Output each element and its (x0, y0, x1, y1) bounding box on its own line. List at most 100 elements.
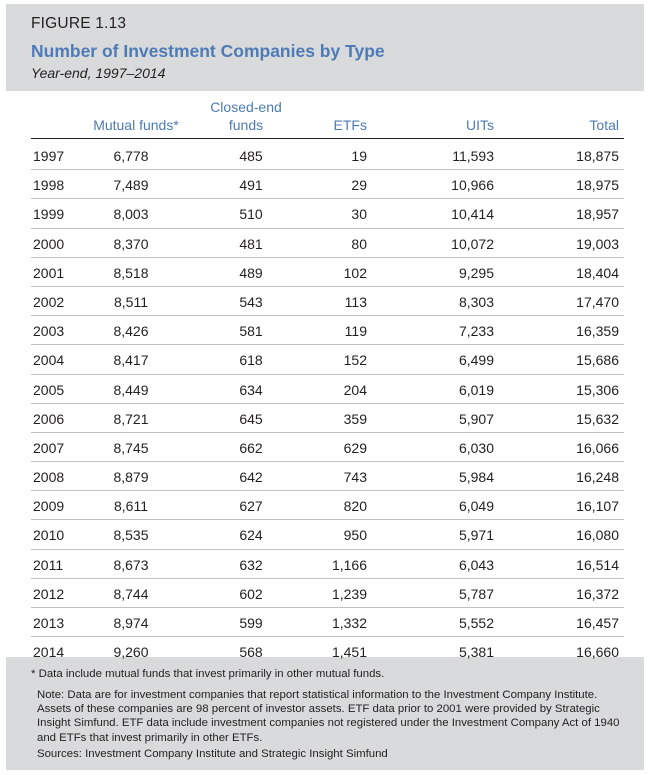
cell-uits: 9,295 (458, 264, 494, 281)
table-row: 2007 8,745 662 629 6,030 16,066 (31, 433, 624, 463)
cell-total: 16,514 (576, 556, 619, 573)
cell-total: 16,080 (576, 527, 619, 544)
cell-etfs: 1,166 (331, 556, 367, 573)
table-row: 2009 8,611 627 820 6,049 16,107 (31, 491, 624, 521)
cell-closed-end: 632 (239, 556, 263, 573)
cell-year: 2006 (33, 410, 65, 427)
table-row: 2010 8,535 624 950 5,971 16,080 (31, 520, 624, 550)
table-row: 1997 6,778 485 19 11,593 18,875 (31, 141, 624, 171)
cell-year: 2011 (33, 556, 64, 573)
cell-total: 19,003 (576, 235, 619, 252)
cell-total: 17,470 (576, 293, 619, 310)
table-row: 1999 8,003 510 30 10,414 18,957 (31, 199, 624, 229)
col-header-closed-end-line2: funds (228, 117, 264, 133)
cell-total: 16,066 (576, 439, 619, 456)
cell-uits: 8,303 (458, 293, 494, 310)
table-row: 2013 8,974 599 1,332 5,552 16,457 (31, 608, 624, 638)
cell-mutual-funds: 8,003 (113, 206, 149, 223)
cell-closed-end: 618 (239, 352, 263, 369)
cell-year: 2010 (33, 527, 65, 544)
cell-year: 2003 (33, 323, 65, 340)
table-row: 2012 8,744 602 1,239 5,787 16,372 (31, 579, 624, 608)
cell-mutual-funds: 8,518 (113, 264, 149, 281)
cell-etfs: 29 (351, 177, 367, 194)
cell-etfs: 743 (343, 469, 367, 486)
cell-uits: 10,966 (451, 177, 494, 194)
footnote-note: Note: Data are for investment companies … (37, 689, 620, 744)
cell-uits: 5,907 (458, 410, 494, 427)
cell-etfs: 204 (343, 381, 367, 398)
header-rule (31, 138, 624, 139)
cell-uits: 5,971 (458, 527, 494, 544)
table-row: 2000 8,370 481 80 10,072 19,003 (31, 229, 624, 258)
cell-total: 16,248 (576, 469, 619, 486)
cell-uits: 10,414 (451, 206, 494, 223)
cell-total: 16,107 (576, 498, 619, 515)
cell-year: 1998 (33, 177, 65, 194)
cell-year: 2012 (33, 585, 65, 602)
cell-uits: 5,381 (458, 644, 494, 661)
cell-etfs: 820 (343, 498, 367, 515)
cell-uits: 6,499 (458, 352, 494, 369)
cell-total: 18,875 (576, 148, 619, 164)
table-row: 2005 8,449 634 204 6,019 15,306 (31, 375, 624, 404)
cell-uits: 6,043 (458, 556, 494, 573)
cell-closed-end: 645 (239, 410, 263, 427)
cell-closed-end: 634 (239, 381, 263, 398)
table-row: 2011 8,673 632 1,166 6,043 16,514 (31, 550, 624, 579)
cell-closed-end: 602 (239, 585, 263, 602)
cell-closed-end: 599 (239, 615, 263, 631)
cell-mutual-funds: 8,744 (113, 585, 149, 602)
cell-uits: 6,030 (458, 439, 494, 456)
cell-mutual-funds: 8,511 (114, 293, 148, 310)
cell-etfs: 102 (343, 264, 367, 281)
cell-closed-end: 543 (239, 293, 263, 310)
cell-year: 2001 (33, 264, 65, 281)
cell-etfs: 1,332 (331, 615, 367, 631)
cell-closed-end: 627 (239, 498, 263, 515)
cell-total: 16,457 (576, 615, 619, 631)
cell-etfs: 19 (351, 148, 367, 164)
cell-mutual-funds: 6,778 (113, 148, 149, 164)
table-row: 2008 8,879 642 743 5,984 16,248 (31, 462, 624, 492)
col-header-closed-end-line1: Closed-end (210, 99, 282, 115)
cell-total: 15,306 (576, 381, 619, 398)
cell-mutual-funds: 8,370 (113, 235, 149, 252)
cell-mutual-funds: 8,721 (113, 410, 149, 427)
cell-etfs: 629 (343, 439, 367, 456)
cell-year: 1999 (33, 206, 65, 223)
footnote-asterisk: * Data include mutual funds that invest … (31, 668, 385, 680)
table-row: 2004 8,417 618 152 6,499 15,686 (31, 345, 624, 375)
cell-closed-end: 481 (239, 235, 263, 252)
cell-year: 1997 (33, 148, 65, 164)
table-row: 2006 8,721 645 359 5,907 15,632 (31, 404, 624, 433)
cell-uits: 5,552 (458, 615, 494, 631)
cell-uits: 5,787 (458, 585, 494, 602)
cell-total: 18,975 (576, 177, 619, 194)
table-body: 1997 6,778 485 19 11,593 18,875 1998 7,4… (31, 141, 624, 665)
cell-closed-end: 510 (239, 206, 263, 223)
col-header-mutual-funds: Mutual funds* (93, 117, 179, 133)
cell-total: 16,660 (576, 644, 619, 661)
cell-year: 2002 (33, 293, 65, 310)
cell-total: 18,957 (576, 206, 619, 223)
cell-uits: 11,593 (452, 148, 494, 164)
cell-uits: 6,019 (458, 381, 494, 398)
cell-etfs: 1,451 (331, 644, 367, 661)
cell-total: 15,632 (576, 410, 619, 427)
cell-year: 2009 (33, 498, 65, 515)
cell-year: 2014 (33, 644, 65, 661)
cell-etfs: 119 (344, 323, 367, 340)
data-table: Mutual funds* Closed-end funds ETFs UITs… (6, 91, 644, 660)
cell-etfs: 1,239 (331, 585, 367, 602)
cell-total: 15,686 (576, 352, 619, 369)
figure-subtitle: Year-end, 1997–2014 (31, 65, 166, 81)
col-header-total: Total (589, 117, 619, 133)
figure-panel: FIGURE 1.13 Number of Investment Compani… (6, 4, 644, 770)
table-row: 2014 9,260 568 1,451 5,381 16,660 (31, 637, 624, 665)
cell-uits: 7,233 (458, 323, 494, 340)
table-row: 2001 8,518 489 102 9,295 18,404 (31, 258, 624, 287)
figure-title: Number of Investment Companies by Type (31, 41, 385, 61)
cell-total: 18,404 (576, 264, 619, 281)
table-row: 2002 8,511 543 113 8,303 17,470 (31, 287, 624, 317)
